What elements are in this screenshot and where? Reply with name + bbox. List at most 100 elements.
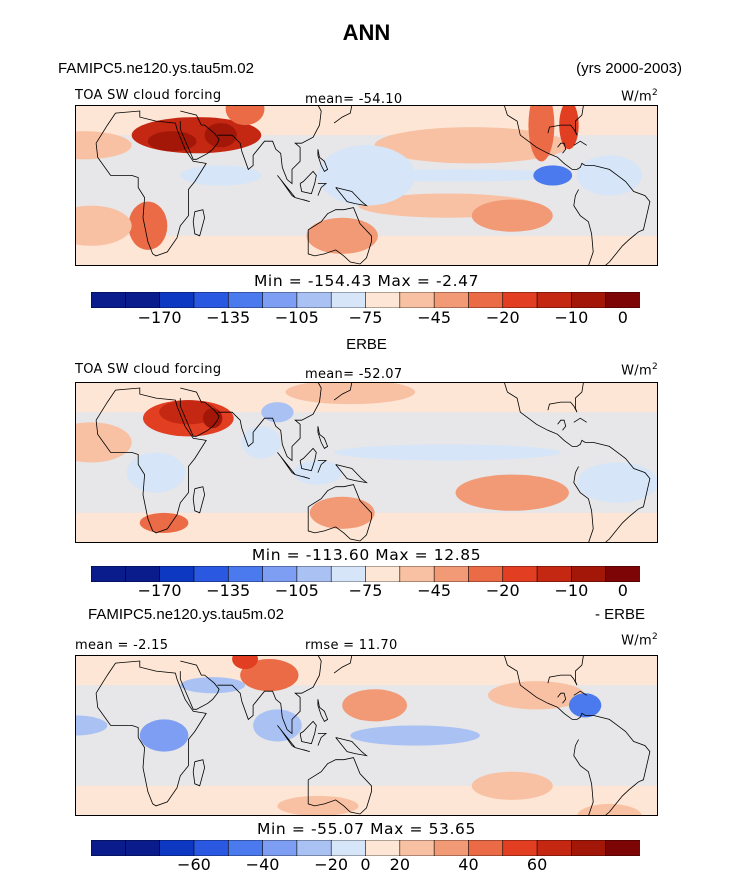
panel2-variable-label: TOA SW cloud forcing: [75, 362, 222, 377]
colorbar-box-9: [399, 566, 435, 582]
colorbar-box-6: [296, 292, 332, 308]
colorbar-tick-label: 40: [458, 855, 479, 874]
map-region-12: [277, 795, 359, 816]
coastline-7: [317, 183, 328, 196]
map-region-10: [471, 771, 553, 800]
coastline-8: [335, 737, 368, 757]
colorbar-tick-label: −45: [417, 581, 452, 600]
colorbar-box-12: [502, 566, 538, 582]
panel1-years: (yrs 2000-2003): [576, 60, 682, 77]
colorbar-box-15: [605, 840, 640, 856]
map-region-3: [225, 105, 265, 126]
colorbar-tick-label: −75: [348, 308, 383, 327]
map-region-7: [309, 496, 375, 529]
map-region-0: [240, 659, 299, 692]
coastline-8: [335, 187, 368, 207]
coastline-9: [307, 757, 372, 815]
colorbar-box-3: [193, 840, 229, 856]
coastline-12: [503, 105, 651, 266]
panel3-colorbar: [91, 840, 640, 856]
panel3-units-label: W/m2: [621, 632, 658, 649]
coastline-1: [192, 209, 206, 237]
coastline-16: [547, 655, 584, 686]
coastline-2: [179, 660, 220, 710]
colorbar-tick-label: −40: [245, 855, 280, 874]
coastline-1: [192, 486, 206, 514]
colorbar-tick-label: −75: [348, 581, 383, 600]
coastline-15: [573, 189, 594, 266]
panel1-colorbar: [91, 292, 640, 308]
colorbar-tick-label: 0: [360, 855, 371, 874]
colorbar-box-0: [91, 840, 126, 856]
colorbar-box-4: [227, 840, 264, 856]
colorbar-tick-label: −20: [314, 855, 349, 874]
colorbar-box-6: [296, 566, 332, 582]
colorbar-box-12: [502, 292, 538, 308]
coastline-0: [95, 110, 207, 257]
coastline-13: [557, 142, 567, 154]
colorbar-box-1: [125, 566, 161, 582]
map-region-14: [533, 165, 573, 186]
panel2-case-name: ERBE: [346, 336, 387, 353]
colorbar-tick-label: −10: [554, 308, 589, 327]
map-region-5: [75, 205, 132, 246]
colorbar-box-15: [605, 292, 640, 308]
coastline-2: [179, 387, 220, 437]
map-region-2: [342, 689, 407, 722]
coastline-10: [317, 149, 329, 172]
coastline-0: [95, 660, 207, 807]
colorbar-tick-label: −105: [274, 581, 319, 600]
map-region-9: [126, 452, 186, 493]
colorbar-tick-label: 0: [617, 308, 628, 327]
colorbar-tick-label: −135: [206, 308, 251, 327]
panel2-mean-label: mean= -52.07: [305, 367, 403, 382]
colorbar-box-4: [227, 292, 264, 308]
coastline-6: [299, 170, 317, 195]
panel2-units-label: W/m2: [621, 362, 658, 379]
panel1-map: [75, 105, 658, 266]
colorbar-box-2: [159, 566, 195, 582]
panel1-units-label: W/m2: [621, 88, 658, 105]
coastline-5: [295, 197, 310, 202]
colorbar-box-9: [399, 840, 435, 856]
coastline-12: [503, 382, 651, 543]
panel2-map: [75, 382, 658, 543]
coastline-11: [333, 105, 353, 124]
map-region-6: [455, 474, 569, 511]
map-region-2: [202, 408, 223, 429]
coastline-7: [317, 733, 328, 746]
colorbar-box-2: [159, 292, 195, 308]
coastline-4: [277, 452, 296, 475]
map-region-3: [261, 402, 294, 423]
colorbar-tick-label: −45: [417, 308, 452, 327]
colorbar-box-15: [605, 566, 640, 582]
map-region-10: [374, 127, 569, 164]
coastline-3: [217, 655, 322, 735]
colorbar-tick-label: −170: [137, 581, 182, 600]
colorbar-box-14: [571, 840, 607, 856]
map-region-3: [487, 681, 586, 710]
coastline-12: [503, 655, 651, 816]
colorbar-tick-label: −170: [137, 308, 182, 327]
colorbar-tick-label: 60: [526, 855, 548, 874]
coastline-2: [179, 110, 220, 160]
coastline-10: [317, 699, 329, 722]
colorbar-tick-label: −20: [485, 581, 520, 600]
colorbar-box-14: [571, 566, 607, 582]
panel3-case-name-right: - ERBE: [594, 606, 645, 623]
map-region-6: [75, 131, 132, 160]
map-region-7: [306, 217, 378, 254]
colorbar-box-8: [365, 840, 401, 856]
map-region-16: [559, 105, 579, 150]
map-region-1: [232, 655, 258, 670]
colorbar-box-5: [262, 840, 298, 856]
map-region-11: [577, 803, 642, 816]
map-region-8: [75, 715, 108, 736]
panel2-colorbar: [91, 566, 640, 582]
coastline-3: [217, 105, 322, 185]
map-region-13: [577, 462, 658, 503]
colorbar-box-11: [468, 840, 504, 856]
coastline-5: [295, 747, 310, 752]
colorbar-tick-label: −20: [485, 308, 520, 327]
map-region-7: [139, 719, 189, 752]
